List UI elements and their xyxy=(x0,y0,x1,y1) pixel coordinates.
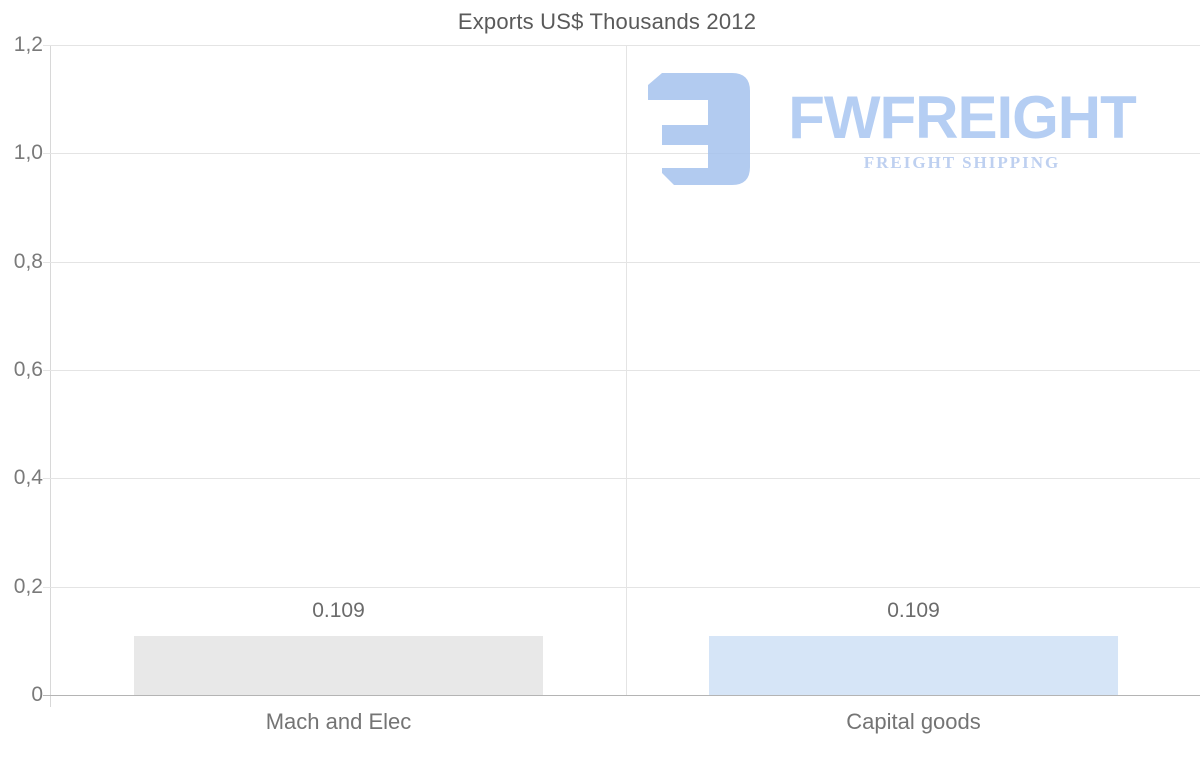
y-axis-tick-label: 1,2 xyxy=(13,33,43,56)
x-axis-category-label: Capital goods xyxy=(846,709,981,734)
y-axis-line xyxy=(50,695,51,707)
gridline xyxy=(43,261,1200,263)
category-column-capital-goods: 0.109 Capital goods xyxy=(626,45,1200,734)
gridline xyxy=(43,153,1200,155)
bar-value-label: 0.109 xyxy=(312,598,365,622)
gridline xyxy=(43,45,1200,46)
gridline xyxy=(43,370,1200,371)
y-axis-tick-label: 0,8 xyxy=(13,249,43,273)
plot-area: 0 0,2 0,4 0,6 0,8 1,0 1,2 0.109 Mach and Elec 0.1… xyxy=(14,33,1200,734)
column-separator-gridline xyxy=(626,45,627,695)
y-axis-tick-label: 0,6 xyxy=(13,358,43,381)
y-axis-tick-label: 0,2 xyxy=(13,574,43,598)
bar-mach-and-elec[interactable] xyxy=(133,635,544,695)
chart-title: Exports US$ Thousands 2012 xyxy=(457,9,757,34)
gridline xyxy=(43,478,1200,480)
y-axis-tick-label: 0 xyxy=(31,683,43,706)
x-axis-category-label: Mach and Elec xyxy=(265,709,412,734)
gridline xyxy=(43,586,1200,588)
bar-value-label: 0.109 xyxy=(887,598,940,622)
bar-capital-goods[interactable] xyxy=(708,635,1119,695)
x-axis-baseline xyxy=(43,695,1200,696)
y-axis-tick-label: 0,4 xyxy=(13,466,43,490)
y-axis-tick-label: 1,0 xyxy=(13,141,43,165)
category-column-mach-and-elec: 0.109 Mach and Elec xyxy=(51,45,626,734)
